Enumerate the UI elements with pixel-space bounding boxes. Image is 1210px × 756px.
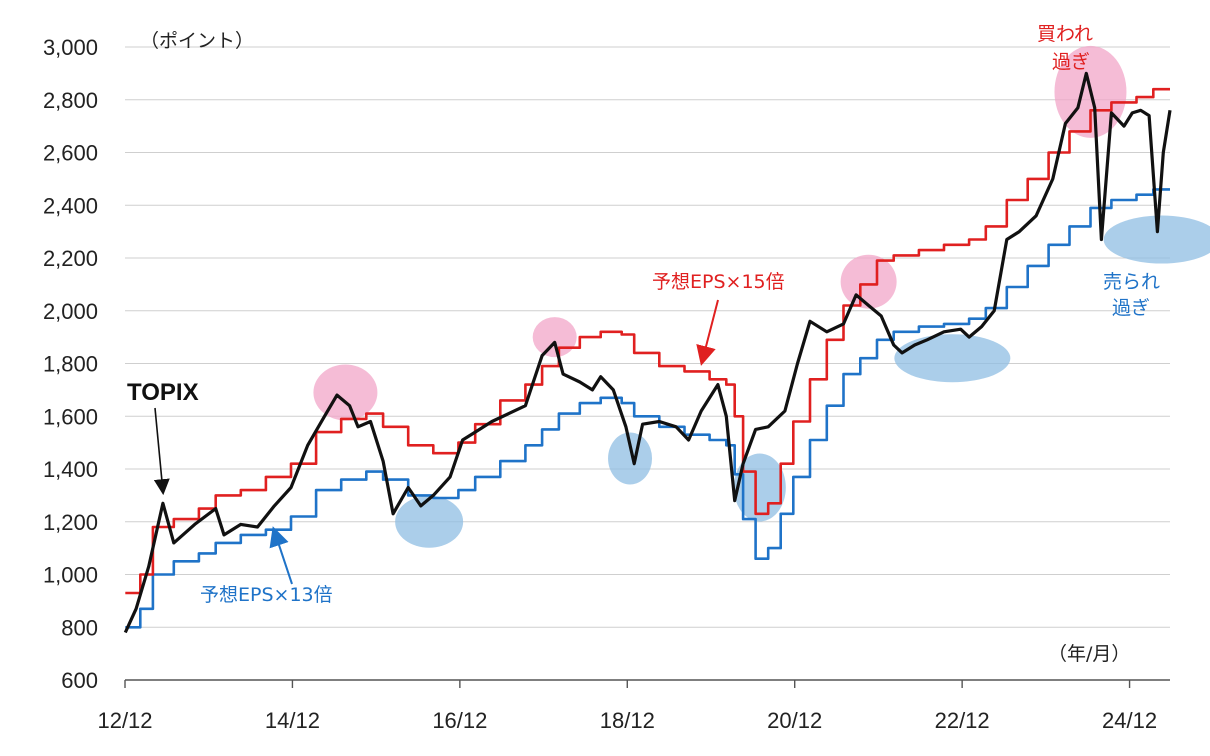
oversold-label-line2: 過ぎ (1112, 297, 1150, 319)
oversold-highlight (395, 495, 464, 548)
eps13-annotation: 予想EPS×13倍 (200, 584, 333, 606)
y-tick-labels: 600 800 1,000 1,200 1,400 1,600 1,800 2,000 2,20… (43, 35, 98, 693)
x-tick-label: 20/12 (767, 708, 822, 733)
highlight-ellipses (313, 45, 1210, 548)
x-tick-label: 22/12 (935, 708, 990, 733)
x-axis (124, 679, 1170, 688)
overbought-label-line2: 過ぎ (1052, 51, 1090, 73)
topix-line (123, 71, 1172, 634)
y-tick-label: 1,200 (43, 510, 98, 535)
x-tick-label: 18/12 (600, 708, 655, 733)
y-tick-label: 3,000 (43, 35, 98, 60)
eps15-line (125, 87, 1170, 595)
x-tick-label: 24/12 (1102, 708, 1157, 733)
eps13-arrow (269, 526, 293, 585)
oversold-highlight (608, 432, 653, 485)
x-tick-label: 16/12 (432, 708, 487, 733)
y-tick-label: 2,400 (43, 193, 98, 218)
topix-arrow (153, 407, 170, 496)
oversold-highlight (1103, 215, 1210, 264)
y-tick-label: 2,800 (43, 88, 98, 113)
eps13-line (125, 188, 1170, 629)
y-tick-label: 1,400 (43, 457, 98, 482)
grid-lines (125, 46, 1170, 628)
y-tick-label: 2,200 (43, 246, 98, 271)
series-lines (123, 71, 1172, 634)
y-tick-label: 1,800 (43, 352, 98, 377)
eps15-annotation: 予想EPS×15倍 (652, 271, 785, 293)
y-tick-label: 2,600 (43, 141, 98, 166)
y-tick-label: 1,000 (43, 563, 98, 588)
y-axis-unit-label: （ポイント） (140, 30, 254, 52)
y-tick-label: 800 (61, 615, 98, 640)
overbought-label-line1: 買われ (1037, 23, 1093, 45)
topix-annotation: TOPIX (127, 379, 199, 406)
eps15-arrow (696, 299, 719, 366)
overbought-highlight (532, 317, 577, 358)
x-tick-label: 14/12 (265, 708, 320, 733)
overbought-highlight (840, 254, 897, 309)
oversold-label-line1: 売られ (1103, 271, 1160, 293)
oversold-highlight (894, 334, 1011, 383)
y-tick-label: 600 (61, 668, 98, 693)
x-tick-label: 12/12 (97, 708, 152, 733)
x-tick-labels: 12/12 14/12 16/12 18/12 20/12 22/12 24/12 (97, 708, 1157, 733)
overbought-highlight (313, 364, 378, 421)
y-tick-label: 2,000 (43, 299, 98, 324)
y-tick-label: 1,600 (43, 404, 98, 429)
x-axis-unit-label: （年/月） (1048, 643, 1130, 665)
